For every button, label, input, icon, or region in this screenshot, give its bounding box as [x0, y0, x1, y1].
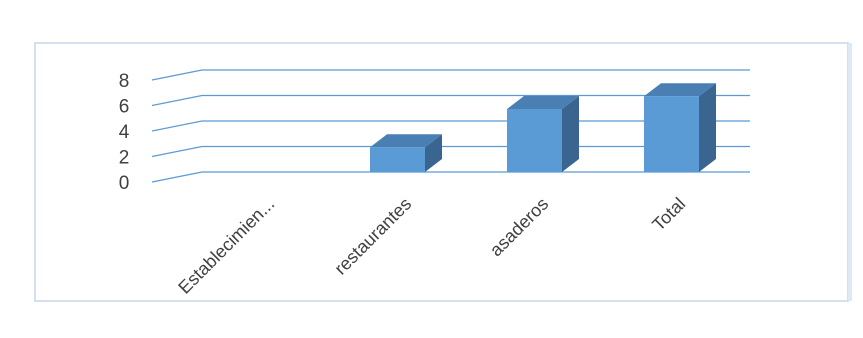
y-axis-ticks: 0 2 4 6 8 [119, 71, 130, 194]
bar-side [699, 83, 716, 172]
bar-top [507, 96, 579, 109]
gridline-depth [151, 94, 203, 107]
x-tick-label: restaurantes [330, 194, 415, 279]
bar-top [370, 134, 442, 148]
bar-side [425, 134, 442, 172]
x-tick-label: Total [648, 194, 689, 235]
bars [370, 83, 716, 172]
bar [644, 96, 699, 172]
y-tick-label: 6 [119, 97, 130, 118]
gridline-depth [151, 171, 203, 183]
x-tick-label: Establecimien... [174, 194, 278, 298]
x-tick-label: asaderos [486, 194, 553, 261]
y-tick-label: 2 [119, 148, 130, 169]
gridline-depth [151, 145, 203, 158]
bar [370, 147, 425, 172]
chart-frame-layer [34, 42, 852, 302]
bar-side [562, 96, 579, 172]
y-tick-label: 4 [119, 122, 130, 143]
x-axis-ticks: Establecimien... restaurantes asaderos Tota… [174, 194, 689, 298]
gridline-depth [151, 120, 203, 132]
bar-top [644, 83, 716, 97]
bar [507, 109, 562, 172]
gridline-depth [151, 69, 203, 81]
chart-border-shadow [848, 43, 852, 301]
y-tick-label: 8 [119, 71, 130, 92]
y-tick-label: 0 [119, 173, 130, 194]
